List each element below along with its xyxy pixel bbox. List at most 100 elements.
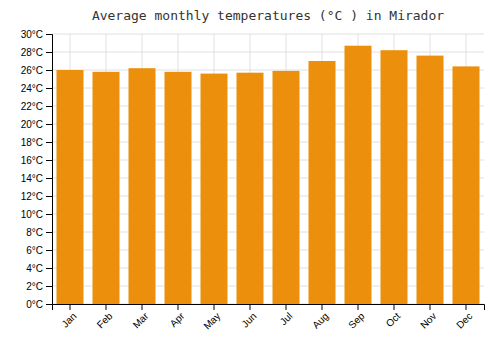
tick-mark — [106, 304, 107, 310]
tick-label: 2°C — [26, 281, 43, 292]
tick: 30°C — [21, 29, 52, 40]
tick-mark — [358, 304, 359, 310]
tick-label: 6°C — [26, 245, 43, 256]
grid-line-y — [52, 52, 484, 53]
tick-mark — [46, 142, 52, 143]
tick-mark — [46, 34, 52, 35]
y-axis: 0°C 2°C 4°C 6°C 8°C 10°C 12°C 14°C 16°C 18°C 20°C 2… — [21, 29, 53, 310]
tick-mark — [466, 304, 467, 310]
tick: Nov — [418, 304, 438, 331]
tick: 10°C — [21, 209, 52, 220]
tick-mark — [250, 304, 251, 310]
tick-label: 24°C — [21, 83, 43, 94]
axis-domain — [46, 35, 53, 305]
tick: Jul — [278, 304, 295, 327]
tick-mark — [46, 106, 52, 107]
tick-mark — [46, 196, 52, 197]
tick-label: Jan — [59, 310, 78, 329]
bar — [165, 72, 192, 304]
bars — [57, 46, 480, 304]
plot: 0°C 2°C 4°C 6°C 8°C 10°C 12°C 14°C 16°C 18°C 20°C 2… — [21, 29, 485, 332]
tick: 20°C — [21, 119, 52, 130]
tick-mark — [178, 304, 179, 310]
tick-label: 8°C — [26, 227, 43, 238]
tick-label: Mar — [131, 310, 151, 330]
tick: Dec — [454, 304, 474, 331]
tick-mark — [46, 178, 52, 179]
tick-mark — [46, 286, 52, 287]
tick: Aug — [310, 304, 330, 331]
tick-mark — [430, 304, 431, 310]
tick-label: Oct — [384, 310, 403, 329]
bar — [129, 68, 156, 304]
bar — [309, 61, 336, 304]
tick-mark — [70, 304, 71, 310]
axis-domain — [53, 305, 485, 311]
tick-label: May — [201, 310, 222, 331]
tick: Mar — [131, 304, 151, 330]
tick-mark — [46, 70, 52, 71]
grid — [52, 34, 484, 304]
tick: 0°C — [26, 299, 52, 310]
tick-label: 4°C — [26, 263, 43, 274]
tick: 26°C — [21, 65, 52, 76]
tick-label: Sep — [346, 310, 367, 331]
x-axis: Jan Feb Mar Apr May Jun Jul Aug Sep Oct Nov Dec — [53, 304, 485, 332]
grid-line-y — [52, 34, 484, 35]
tick: Oct — [384, 304, 403, 329]
tick-label: 0°C — [26, 299, 43, 310]
chart: 0°C 2°C 4°C 6°C 8°C 10°C 12°C 14°C 16°C 18°C 20°C 2… — [0, 0, 500, 350]
tick-mark — [214, 304, 215, 310]
tick: 28°C — [21, 47, 52, 58]
tick-label: 10°C — [21, 209, 43, 220]
tick-label: Dec — [454, 310, 474, 330]
tick-label: 12°C — [21, 191, 43, 202]
tick: 12°C — [21, 191, 52, 202]
tick-label: 16°C — [21, 155, 43, 166]
tick: 22°C — [21, 101, 52, 112]
bar — [345, 46, 372, 304]
tick-mark — [322, 304, 323, 310]
tick-mark — [46, 160, 52, 161]
tick: 14°C — [21, 173, 52, 184]
tick-label: Aug — [310, 310, 330, 330]
tick-label: 22°C — [21, 101, 43, 112]
tick-mark — [46, 214, 52, 215]
tick-mark — [46, 52, 52, 53]
tick-label: 20°C — [21, 119, 43, 130]
tick: May — [201, 304, 222, 332]
bar — [273, 71, 300, 304]
tick: 16°C — [21, 155, 52, 166]
tick: Jan — [59, 304, 78, 330]
tick: Sep — [346, 304, 367, 331]
bar — [57, 70, 84, 304]
tick: Apr — [168, 304, 187, 329]
tick-label: Feb — [95, 310, 115, 330]
tick-label: Jul — [278, 310, 295, 327]
title: Average monthly temperatures (°C ) in Mi… — [92, 8, 444, 23]
tick: 6°C — [26, 245, 52, 256]
bar — [93, 72, 120, 304]
tick: Feb — [95, 304, 115, 330]
tick-label: Apr — [168, 310, 187, 329]
tick-label: 28°C — [21, 47, 43, 58]
bar — [201, 74, 228, 304]
tick: 8°C — [26, 227, 52, 238]
tick-label: 30°C — [21, 29, 43, 40]
tick: 2°C — [26, 281, 52, 292]
tick: 4°C — [26, 263, 52, 274]
tick: 18°C — [21, 137, 52, 148]
tick-label: 26°C — [21, 65, 43, 76]
bar — [381, 50, 408, 304]
bar — [417, 56, 444, 304]
tick-mark — [394, 304, 395, 310]
tick-mark — [46, 88, 52, 89]
tick-label: Nov — [418, 310, 438, 330]
tick-mark — [46, 268, 52, 269]
tick-label: 18°C — [21, 137, 43, 148]
tick-mark — [46, 232, 52, 233]
bar — [453, 66, 480, 304]
tick-mark — [46, 124, 52, 125]
tick-label: Jun — [239, 310, 258, 329]
tick-mark — [142, 304, 143, 310]
